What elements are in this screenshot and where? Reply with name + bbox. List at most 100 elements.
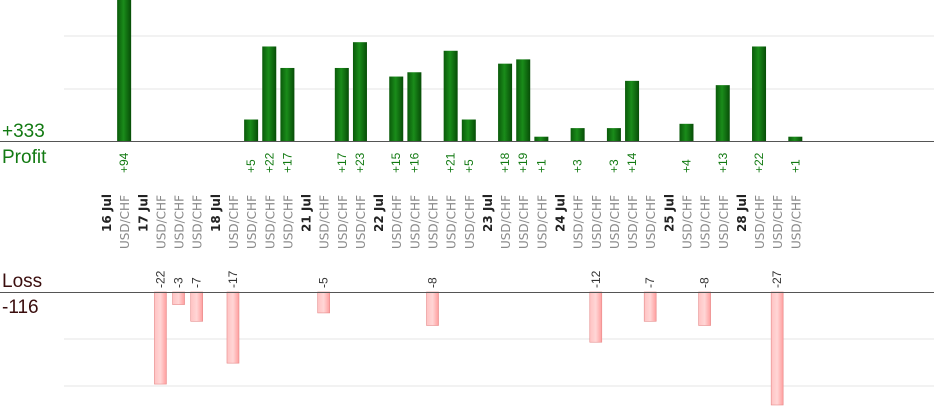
date-label: 25 Jul <box>662 194 676 232</box>
loss-bar <box>643 291 657 322</box>
loss-bar <box>154 291 167 385</box>
loss-value-label: -7 <box>643 277 657 288</box>
profit-value-label: +1 <box>534 159 548 173</box>
loss-bar <box>589 291 603 343</box>
profit-bar <box>570 128 585 141</box>
loss-bar <box>172 291 185 305</box>
symbol-label: USD/CHF <box>463 195 477 249</box>
profit-value-label: +4 <box>679 159 693 173</box>
profit-value-label: +1 <box>788 159 802 173</box>
profit-value-label: +17 <box>335 152 349 173</box>
profit-bar <box>262 46 277 142</box>
loss-value-label: -8 <box>426 277 440 288</box>
symbol-label: USD/CHF <box>263 195 277 249</box>
profit-bar <box>606 128 621 141</box>
profit-bar <box>117 0 132 141</box>
date-label: 18 Jul <box>209 194 223 232</box>
loss-value-label: -17 <box>226 270 240 288</box>
loss-value-label: -27 <box>770 270 784 288</box>
symbol-label: USD/CHF <box>608 195 622 249</box>
profit-value-label: +19 <box>516 152 530 173</box>
profit-value-label: +18 <box>498 152 512 173</box>
profit-bar <box>788 136 803 141</box>
profit-bar <box>407 72 422 141</box>
symbol-label: USD/CHF <box>590 195 604 249</box>
profit-value-label: +22 <box>262 152 276 173</box>
symbol-label: USD/CHF <box>572 195 586 249</box>
profit-bar <box>715 85 730 141</box>
symbol-label: USD/CHF <box>318 195 332 249</box>
profit-bar <box>752 46 767 142</box>
symbol-label: USD/CHF <box>336 195 350 249</box>
profit-bar <box>516 59 531 141</box>
symbol-label: USD/CHF <box>699 195 713 249</box>
date-label: 28 Jul <box>735 194 749 232</box>
profit-value-label: +15 <box>389 152 403 173</box>
bars-layer <box>117 0 803 406</box>
loss-label: Loss <box>2 271 42 292</box>
symbol-label: USD/CHF <box>118 195 132 249</box>
loss-value-label: -7 <box>190 277 204 288</box>
loss-value-label: -12 <box>589 270 603 288</box>
symbol-label: USD/CHF <box>535 195 549 249</box>
profit-bar <box>244 119 259 141</box>
profit-total: +333 <box>2 121 45 142</box>
loss-bar <box>770 291 784 406</box>
symbol-label: USD/CHF <box>771 195 785 249</box>
profit-bar <box>352 42 367 142</box>
symbol-label: USD/CHF <box>499 195 513 249</box>
symbol-label: USD/CHF <box>281 195 295 249</box>
profit-bar <box>679 123 694 141</box>
profit-value-label: +14 <box>625 152 639 173</box>
profit-bar <box>461 119 476 141</box>
profit-value-label: +3 <box>607 159 621 173</box>
symbol-label: USD/CHF <box>789 195 803 249</box>
loss-bar <box>317 291 330 314</box>
profit-value-label: +5 <box>244 159 258 173</box>
profit-value-label: +23 <box>353 152 367 173</box>
profit-value-label: +22 <box>752 152 766 173</box>
profit-bar <box>280 67 295 141</box>
profit-value-label: +3 <box>571 159 585 173</box>
symbol-label: USD/CHF <box>626 195 640 249</box>
profit-bar <box>334 67 349 141</box>
symbol-label: USD/CHF <box>717 195 731 249</box>
date-label: 17 Jul <box>136 194 150 232</box>
symbol-label: USD/CHF <box>408 195 422 249</box>
grid-lines <box>64 35 934 387</box>
profit-value-label: +5 <box>462 159 476 173</box>
symbol-label: USD/CHF <box>227 195 241 249</box>
symbol-label: USD/CHF <box>191 195 205 249</box>
loss-value-label: -22 <box>153 270 167 288</box>
profit-bar <box>389 76 404 141</box>
loss-bar <box>698 291 711 326</box>
labels-layer: 16 Jul USD/CHF +94 17 Jul USD/CHF -22 USD/CHF -… <box>100 152 803 288</box>
loss-bar <box>226 291 240 364</box>
symbol-label: USD/CHF <box>445 195 459 249</box>
symbol-label: USD/CHF <box>680 195 694 249</box>
symbol-label: USD/CHF <box>354 195 368 249</box>
symbol-label: USD/CHF <box>245 195 259 249</box>
symbol-label: USD/CHF <box>517 195 531 249</box>
profit-value-label: +17 <box>280 152 294 173</box>
profit-value-label: +16 <box>407 152 421 173</box>
loss-bar <box>426 291 439 326</box>
symbol-label: USD/CHF <box>173 195 187 249</box>
loss-value-label: -5 <box>317 277 331 288</box>
profit-value-label: +21 <box>444 152 458 173</box>
date-label: 22 Jul <box>372 194 386 232</box>
loss-value-label: -8 <box>698 277 712 288</box>
loss-bar <box>190 291 203 322</box>
profit-value-label: +13 <box>716 152 730 173</box>
date-label: 16 Jul <box>100 194 114 232</box>
profit-label: Profit <box>2 147 47 168</box>
loss-total: -116 <box>2 297 39 318</box>
symbol-label: USD/CHF <box>154 195 168 249</box>
profit-bar <box>625 80 640 141</box>
symbol-label: USD/CHF <box>390 195 404 249</box>
symbol-label: USD/CHF <box>427 195 441 249</box>
date-label: 21 Jul <box>300 194 314 232</box>
date-label: 24 Jul <box>554 194 568 232</box>
profit-value-label: +94 <box>117 152 131 173</box>
